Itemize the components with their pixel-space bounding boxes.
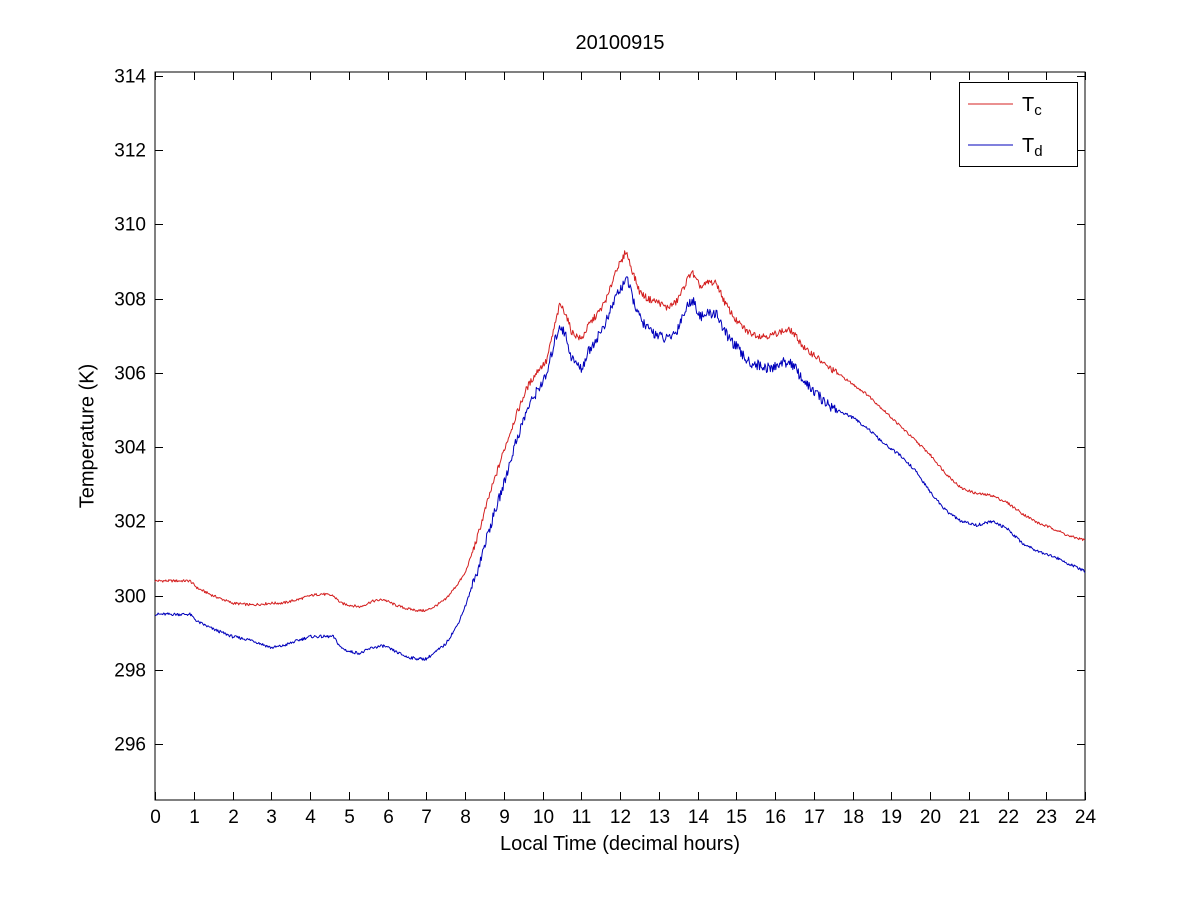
legend-label-T_c: Tc (1022, 94, 1042, 119)
y-tick-label: 306 (114, 364, 146, 385)
axis-ticks (155, 72, 1086, 800)
y-tick-label: 310 (114, 215, 146, 236)
x-tick-label: 18 (843, 807, 864, 828)
x-tick-label: 3 (266, 807, 277, 828)
x-tick-label: 23 (1036, 807, 1057, 828)
series-T_d-line (154, 276, 1086, 661)
series-T_c-line (154, 250, 1086, 612)
x-tick-label: 5 (344, 807, 355, 828)
x-tick-label: 22 (998, 807, 1019, 828)
y-tick-label: 312 (114, 141, 146, 162)
x-tick-label: 7 (421, 807, 432, 828)
y-tick-label: 298 (114, 661, 146, 682)
x-tick-label: 9 (499, 807, 510, 828)
x-tick-label: 19 (881, 807, 902, 828)
x-tick-label: 4 (305, 807, 316, 828)
axes-box (154, 71, 1086, 801)
y-tick-label: 314 (114, 67, 146, 88)
x-tick-label: 21 (959, 807, 980, 828)
y-tick-label: 296 (114, 735, 146, 756)
x-tick-label: 6 (383, 807, 394, 828)
x-tick-label: 13 (649, 807, 670, 828)
x-tick-label: 11 (572, 807, 592, 828)
y-tick-label: 300 (114, 587, 146, 608)
x-tick-label: 12 (610, 807, 631, 828)
y-tick-label: 308 (114, 290, 146, 311)
y-axis-label: Temperature (K) (76, 363, 99, 509)
y-tick-label: 302 (114, 512, 146, 533)
x-tick-label: 2 (228, 807, 239, 828)
x-axis-label: Local Time (decimal hours) (499, 833, 741, 855)
x-tick-label: 10 (533, 807, 554, 828)
x-tick-label: 20 (920, 807, 941, 828)
x-tick-label: 24 (1075, 807, 1097, 828)
x-tick-label: 15 (726, 807, 747, 828)
legend: Tc Td (959, 82, 1078, 167)
x-tick-label: 17 (804, 807, 825, 828)
tick-labels: 0 1 2 3 4 5 6 7 8 9 10 11 12 13 14 15 16 17 18 19 20 21 22 23 24… (114, 67, 1096, 829)
x-tick-label: 1 (189, 807, 200, 828)
legend-label-T_d: Td (1022, 135, 1043, 160)
x-tick-label: 8 (460, 807, 471, 828)
x-tick-label: 16 (765, 807, 786, 828)
x-tick-label: 14 (688, 807, 710, 828)
x-tick-label: 0 (150, 807, 161, 828)
chart-title: 20100915 (575, 32, 665, 54)
legend-box (959, 82, 1078, 167)
y-tick-label: 304 (114, 438, 146, 459)
